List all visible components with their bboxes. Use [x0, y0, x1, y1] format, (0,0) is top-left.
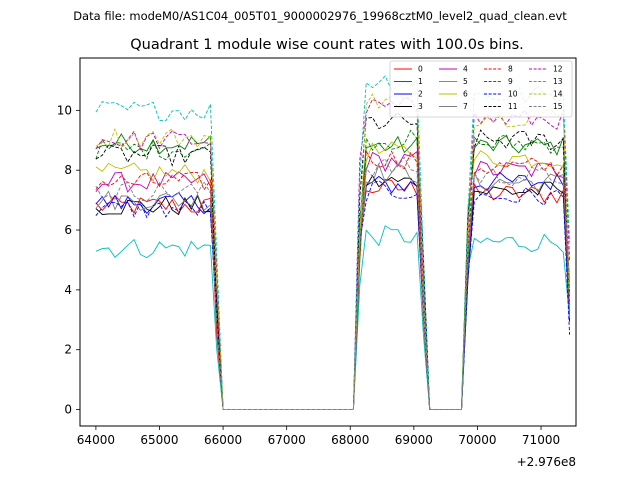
y-tick-label: 10 [57, 103, 72, 117]
y-axis: 0 2 4 6 8 10 [57, 103, 80, 417]
y-tick-label: 4 [64, 283, 72, 297]
series-line-8 [95, 149, 571, 410]
x-tick-label: 66000 [204, 433, 242, 447]
legend-label-8: 8 [508, 65, 513, 74]
x-tick-label: 65000 [140, 433, 178, 447]
y-tick-label: 8 [64, 163, 72, 177]
legend-label-3: 3 [418, 102, 423, 111]
legend-label-11: 11 [508, 102, 518, 111]
x-tick-label: 69000 [395, 433, 433, 447]
x-axis-offset-label: +2.976e8 [517, 455, 576, 469]
legend-label-6: 6 [463, 90, 468, 99]
legend-label-13: 13 [553, 77, 563, 86]
y-tick-label: 6 [64, 223, 72, 237]
y-tick-label: 0 [64, 403, 72, 417]
x-tick-label: 71000 [522, 433, 560, 447]
legend-label-10: 10 [508, 90, 518, 99]
x-tick-label: 67000 [268, 433, 306, 447]
legend-label-7: 7 [463, 102, 468, 111]
legend-label-2: 2 [418, 90, 423, 99]
series-layer [95, 75, 571, 410]
legend-label-5: 5 [463, 77, 468, 86]
y-tick-label: 2 [64, 343, 72, 357]
legend-label-0: 0 [418, 65, 423, 74]
legend-label-1: 1 [418, 77, 423, 86]
x-tick-label: 70000 [458, 433, 496, 447]
x-tick-label: 68000 [331, 433, 369, 447]
legend-box [389, 60, 573, 118]
legend-label-14: 14 [553, 90, 563, 99]
plot-area [79, 57, 577, 427]
x-tick-label: 64000 [77, 433, 115, 447]
x-axis: 64000 65000 66000 67000 68000 69000 70000 71000 [77, 426, 560, 447]
figure-suptitle: Data file: modeM0/AS1C04_005T01_90000029… [73, 9, 567, 23]
series-line-12 [95, 96, 571, 410]
legend-label-9: 9 [508, 77, 513, 86]
legend-label-4: 4 [463, 65, 468, 74]
legend-label-12: 12 [553, 65, 563, 74]
chart-title: Quadrant 1 module wise count rates with … [130, 37, 524, 53]
series-line-15 [95, 156, 571, 410]
legend-label-15: 15 [553, 102, 563, 111]
